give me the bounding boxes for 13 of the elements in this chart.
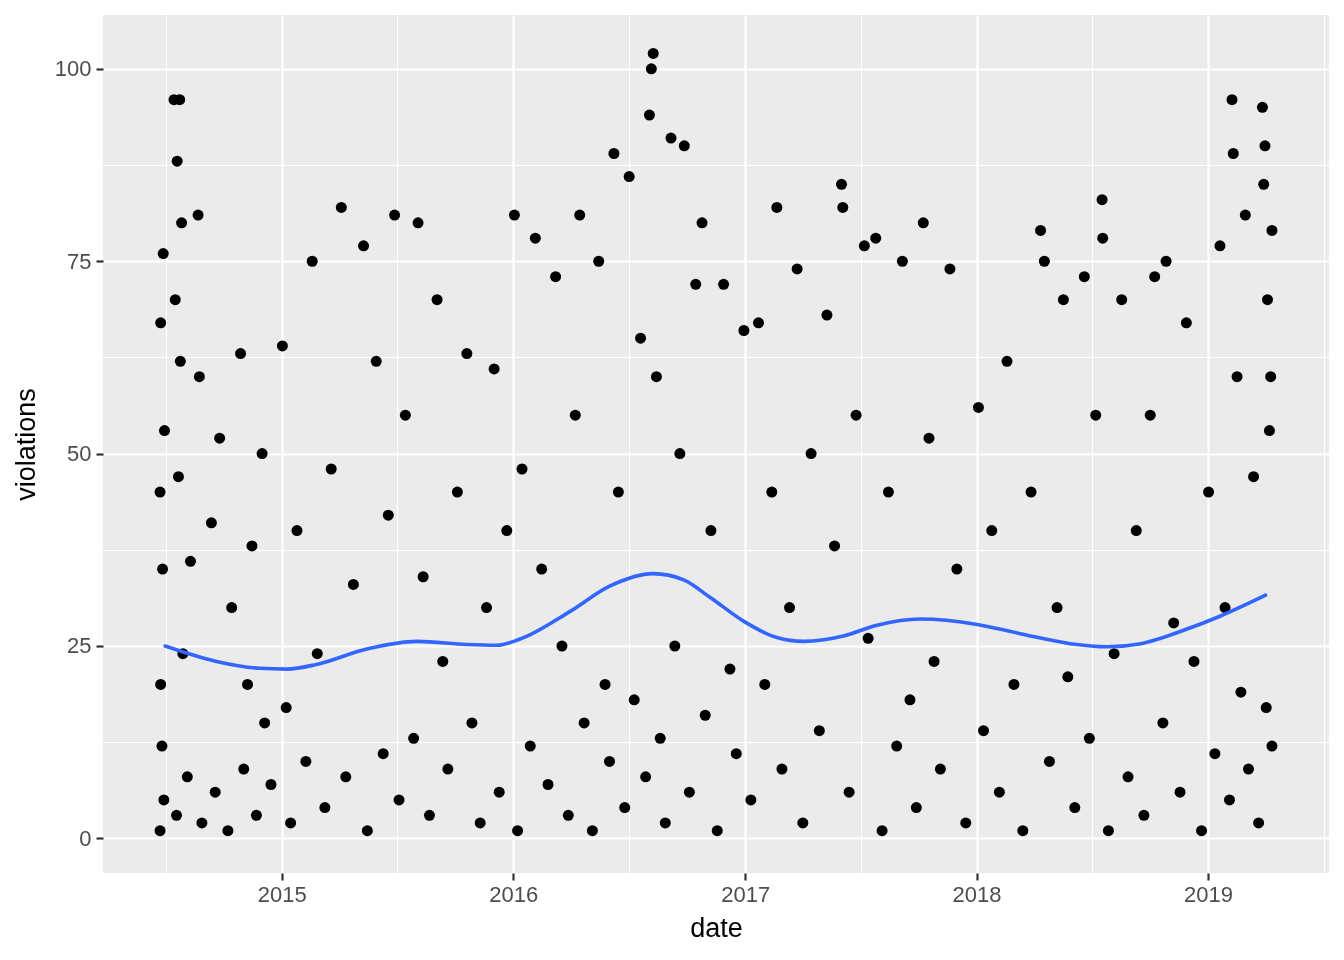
y-tick-label: 25 xyxy=(67,633,92,659)
line-series xyxy=(163,571,1268,671)
x-axis-title: date xyxy=(690,912,743,943)
y-tick-label: 100 xyxy=(54,56,92,82)
x-tick-label: 2019 xyxy=(1183,881,1233,907)
y-tick-label: 0 xyxy=(79,825,92,851)
x-tick-label: 2016 xyxy=(489,881,539,907)
x-tick-label: 2015 xyxy=(257,881,307,907)
y-tick-label: 50 xyxy=(67,441,92,467)
y-tick-label: 75 xyxy=(67,248,92,274)
x-tick-label: 2017 xyxy=(721,881,771,907)
y-axis-title: violations xyxy=(10,388,41,501)
x-tick-label: 2018 xyxy=(952,881,1002,907)
